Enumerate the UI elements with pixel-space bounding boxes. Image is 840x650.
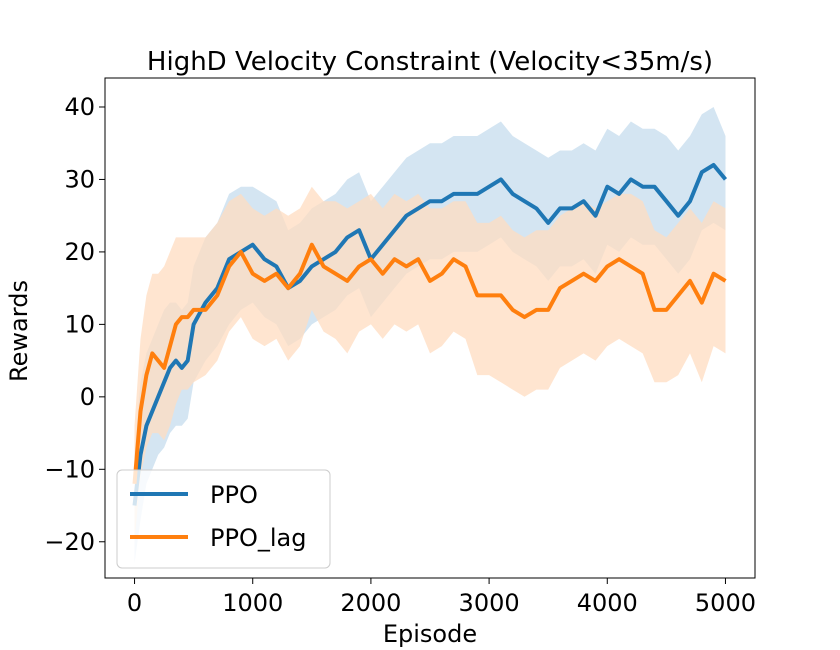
x-tick-label: 1000: [222, 589, 283, 617]
chart-title: HighD Velocity Constraint (Velocity<35m/…: [147, 47, 713, 77]
legend-label-ppo: PPO: [210, 481, 258, 509]
x-tick-label: 4000: [577, 589, 638, 617]
y-axis-label: Rewards: [5, 280, 33, 382]
x-tick-label: 0: [127, 589, 142, 617]
line-ppo: [132, 163, 728, 506]
y-tick-label: −20: [44, 528, 95, 556]
line-ppo-lag: [132, 242, 727, 484]
y-tick-label: 40: [64, 93, 95, 121]
y-tick-label: −10: [44, 455, 95, 483]
y-tick-label: 30: [64, 165, 95, 193]
y-tick-label: 0: [80, 383, 95, 411]
series-lines: [132, 163, 728, 506]
legend: PPO PPO_lag: [116, 469, 331, 569]
x-axis: 0 1000 2000 3000 4000 5000: [127, 578, 756, 617]
y-tick-label: 10: [64, 310, 95, 338]
y-tick-label: 20: [64, 238, 95, 266]
y-axis: −20 −10 0 10 20 30 40: [44, 93, 105, 556]
legend-label-ppo-lag: PPO_lag: [210, 524, 306, 552]
x-axis-label: Episode: [383, 620, 477, 648]
plot-frame: [104, 77, 756, 579]
x-tick-label: 5000: [695, 589, 756, 617]
x-tick-label: 2000: [340, 589, 401, 617]
x-tick-label: 3000: [459, 589, 520, 617]
